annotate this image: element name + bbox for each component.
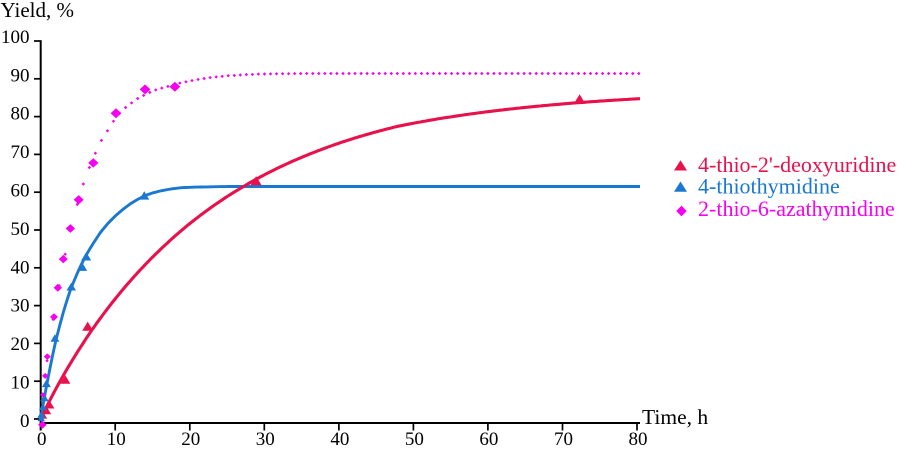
svg-text:2-thio-6-azathymidine: 2-thio-6-azathymidine [698,196,895,221]
svg-text:10: 10 [107,429,126,450]
svg-text:10: 10 [11,373,30,394]
svg-text:20: 20 [11,334,30,355]
svg-text:40: 40 [11,257,30,278]
svg-text:4-thio-2'-deoxyuridine: 4-thio-2'-deoxyuridine [698,152,896,177]
svg-text:30: 30 [11,296,30,317]
svg-text:Yield, %: Yield, % [1,0,75,22]
svg-text:40: 40 [330,429,349,450]
svg-text:80: 80 [11,104,30,125]
svg-text:0: 0 [20,411,30,432]
svg-text:70: 70 [554,429,573,450]
svg-text:60: 60 [479,429,498,450]
svg-text:Time, h: Time, h [642,405,708,429]
svg-text:4-thiothymidine: 4-thiothymidine [698,174,840,199]
svg-text:0: 0 [37,429,47,450]
svg-text:50: 50 [405,429,424,450]
svg-text:20: 20 [181,429,200,450]
svg-text:50: 50 [11,219,30,240]
svg-text:80: 80 [629,429,648,450]
svg-text:30: 30 [256,429,275,450]
svg-text:60: 60 [11,181,30,202]
svg-text:100: 100 [1,27,30,48]
svg-text:70: 70 [11,142,30,163]
svg-text:90: 90 [11,65,30,86]
